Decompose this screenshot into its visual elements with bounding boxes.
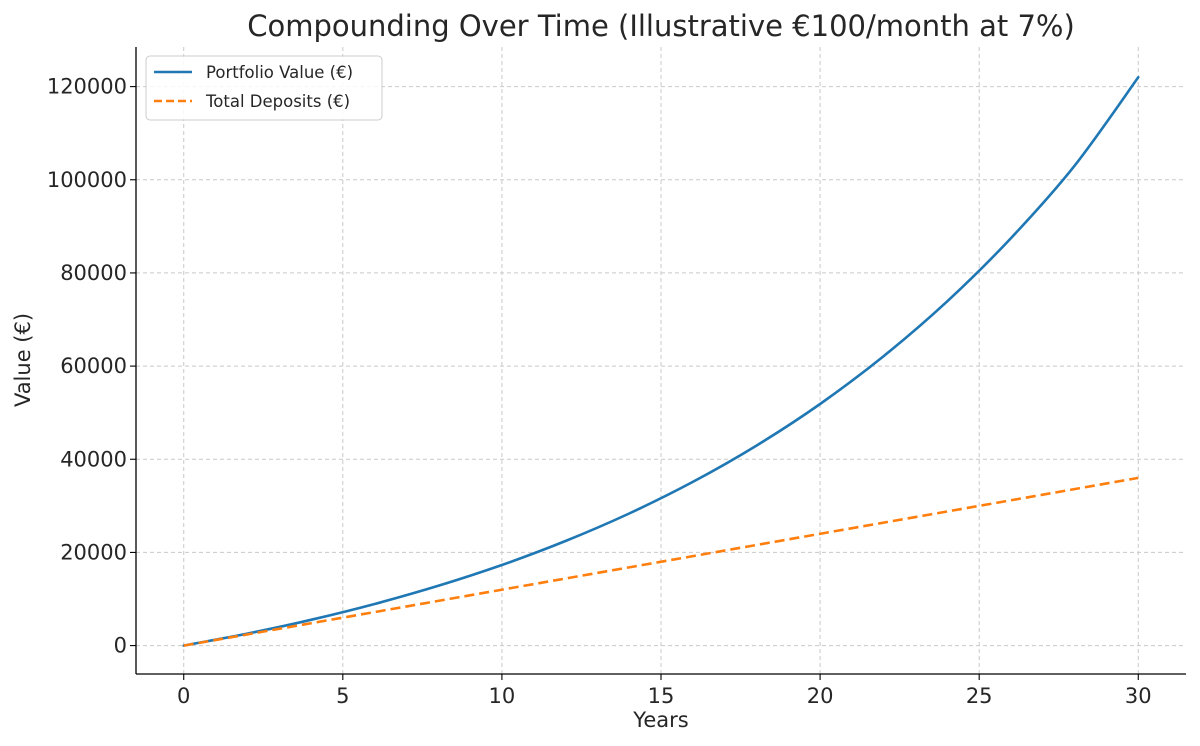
x-tick-label: 5: [336, 684, 349, 708]
x-tick-label: 25: [966, 684, 993, 708]
y-tick-label: 60000: [60, 354, 127, 378]
x-tick-label: 0: [177, 684, 190, 708]
legend-box: [145, 55, 383, 121]
y-axis-label: Value (€): [11, 313, 35, 407]
chart-title: Compounding Over Time (Illustrative €100…: [247, 9, 1075, 43]
y-tick-label: 40000: [60, 447, 127, 471]
y-tick-label: 100000: [47, 168, 127, 192]
x-axis-label: Years: [632, 708, 688, 732]
series-line-1: [183, 476, 1139, 647]
legend: Portfolio Value (€) Total Deposits (€): [145, 55, 383, 121]
y-tick-label: 20000: [60, 540, 127, 564]
legend-label-deposits: Total Deposits (€): [205, 92, 350, 111]
x-tick-label: 10: [489, 684, 516, 708]
y-tick-label: 0: [114, 634, 127, 658]
series-line-0: [182, 76, 1140, 647]
series-layer: [182, 76, 1140, 647]
x-tick-label: 15: [648, 684, 675, 708]
legend-label-portfolio: Portfolio Value (€): [206, 63, 353, 82]
x-ticks: 0 5 10 15 20 25 30: [177, 674, 1152, 708]
x-tick-label: 30: [1125, 684, 1152, 708]
x-tick-label: 20: [807, 684, 834, 708]
y-ticks: 0 20000 40000 60000 80000 100000 120000: [47, 75, 136, 658]
y-tick-label: 80000: [60, 261, 127, 285]
grid: [136, 47, 1186, 674]
y-tick-label: 120000: [47, 75, 127, 99]
